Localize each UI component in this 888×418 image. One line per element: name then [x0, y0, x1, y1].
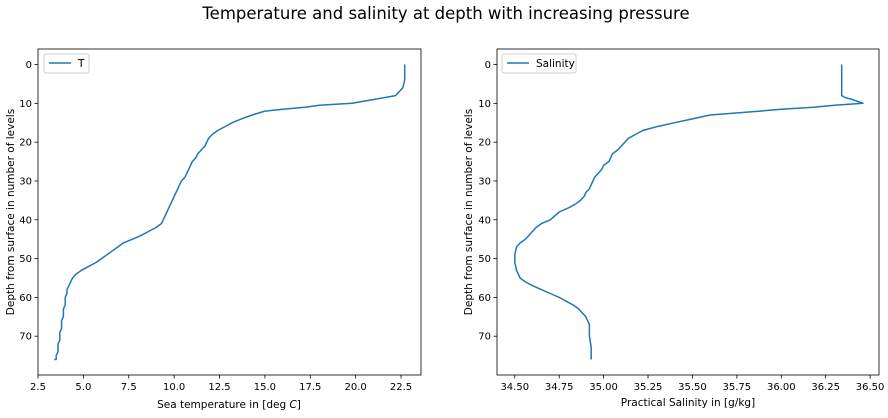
- temperature-legend: T: [43, 53, 90, 74]
- temperature-x-tick-label: 15.0: [254, 382, 276, 393]
- salinity-y-ticks: 0 10 20 30 40 50 60 70: [478, 60, 497, 343]
- temperature-x-tick-label: 5.0: [75, 382, 91, 393]
- salinity-line: [514, 64, 864, 360]
- salinity-y-tick-label: 60: [478, 293, 491, 304]
- salinity-x-tick-label: 34.50: [500, 382, 529, 393]
- temperature-plot-frame: [37, 48, 422, 376]
- temperature-x-ticks: 2.5 5.0 7.5 10.0 12.5 15.0 17.5 20.0 22.5: [30, 375, 412, 393]
- salinity-legend-box: [501, 53, 577, 74]
- salinity-y-tick-label: 50: [478, 254, 491, 265]
- temperature-plot: 2.5 5.0 7.5 10.0 12.5 15.0 17.5 20.0 22.5 0 10 20 3…: [5, 48, 422, 411]
- temperature-x-tick-label: 10.0: [163, 382, 185, 393]
- temperature-y-tick-label: 20: [19, 138, 32, 149]
- temperature-x-tick-label: 2.5: [30, 382, 46, 393]
- salinity-plot: 34.50 34.75 35.00 35.25 35.50 35.75 36.00 36.25…: [463, 48, 884, 409]
- salinity-x-tick-label: 36.25: [811, 382, 840, 393]
- salinity-y-tick-label: 0: [485, 60, 491, 71]
- salinity-x-axis-label: Practical Salinity in [g/kg]: [621, 397, 755, 409]
- temperature-legend-label: T: [77, 58, 85, 70]
- temperature-y-axis-label: Depth from surface in number of levels: [5, 109, 17, 315]
- salinity-legend-label: Salinity: [536, 58, 575, 70]
- temperature-x-tick-label: 12.5: [208, 382, 230, 393]
- salinity-y-tick-label: 40: [478, 215, 491, 226]
- salinity-x-tick-label: 35.25: [634, 382, 663, 393]
- salinity-x-tick-label: 34.75: [545, 382, 574, 393]
- temperature-x-axis-label: Sea temperature in [deg C]: [157, 399, 301, 411]
- temperature-y-tick-label: 60: [19, 293, 32, 304]
- salinity-x-tick-label: 36.00: [767, 382, 796, 393]
- salinity-y-tick-label: 20: [478, 138, 491, 149]
- temperature-x-tick-label: 22.5: [390, 382, 412, 393]
- temperature-x-tick-label: 20.0: [345, 382, 367, 393]
- temperature-y-tick-label: 40: [19, 215, 32, 226]
- temperature-y-tick-label: 50: [19, 254, 32, 265]
- salinity-legend: Salinity: [501, 53, 577, 74]
- temperature-y-tick-label: 70: [19, 332, 32, 343]
- temperature-x-tick-label: 7.5: [121, 382, 137, 393]
- salinity-x-tick-label: 36.50: [856, 382, 885, 393]
- temperature-y-ticks: 0 10 20 30 40 50 60 70: [19, 60, 38, 343]
- temperature-y-tick-label: 10: [19, 99, 32, 110]
- temperature-line: [54, 64, 406, 361]
- temperature-y-tick-label: 30: [19, 176, 32, 187]
- salinity-x-tick-label: 35.75: [723, 382, 752, 393]
- temperature-x-tick-label: 17.5: [299, 382, 321, 393]
- salinity-y-tick-label: 10: [478, 99, 491, 110]
- salinity-y-tick-label: 70: [478, 332, 491, 343]
- salinity-x-tick-label: 35.00: [589, 382, 618, 393]
- salinity-x-ticks: 34.50 34.75 35.00 35.25 35.50 35.75 36.00 36.25…: [500, 375, 884, 393]
- salinity-y-axis-label: Depth from surface in number of levels: [463, 109, 475, 315]
- temperature-y-tick-label: 0: [26, 60, 32, 71]
- figure-suptitle: Temperature and salinity at depth with i…: [201, 4, 689, 23]
- salinity-y-tick-label: 30: [478, 176, 491, 187]
- salinity-plot-frame: [496, 48, 880, 376]
- salinity-x-tick-label: 35.50: [678, 382, 707, 393]
